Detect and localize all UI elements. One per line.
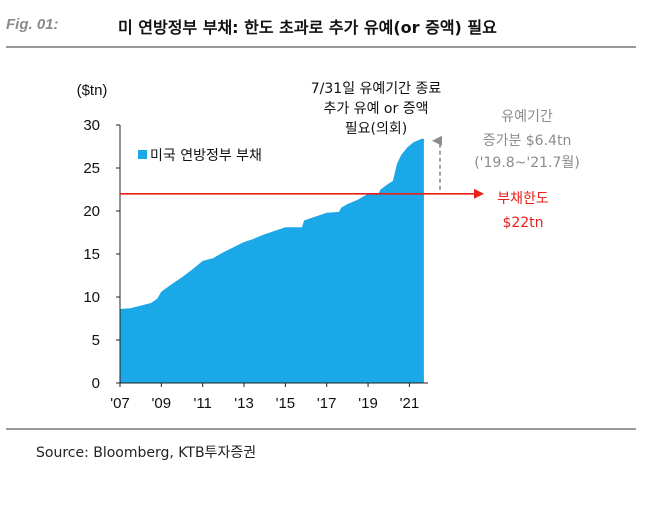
bottom-rule: [6, 428, 636, 430]
x-axis: '07 '09 '11 '13 '15 '17 '19 '21: [110, 382, 428, 412]
x-tick-label: '17: [317, 395, 337, 412]
x-tick-label: '19: [358, 395, 378, 412]
source-note: Source: Bloomberg, KTB투자증권: [36, 445, 257, 461]
y-tick-label: 10: [83, 289, 100, 306]
x-tick-label: '07: [110, 395, 130, 412]
x-tick-label: '09: [152, 395, 172, 412]
annotation-gray-line-3: ('19.8~'21.7월): [474, 155, 580, 171]
annotation-top-line-2: 추가 유예 or 증액: [324, 101, 429, 117]
x-tick-label: '11: [193, 395, 211, 412]
y-axis: 0 5 10 15 20 25 30: [83, 117, 121, 392]
figure-title: 미 연방정부 부채: 한도 초과로 추가 유예(or 증액) 필요: [118, 18, 497, 37]
y-axis-unit-label: ($tn): [77, 82, 108, 99]
debt-area-series: [120, 138, 424, 383]
top-rule: [6, 46, 636, 48]
legend-swatch: [138, 150, 147, 159]
y-tick-label: 25: [83, 160, 100, 177]
y-tick-label: 20: [83, 203, 100, 220]
annotation-top-line-3: 필요(의회): [345, 121, 407, 137]
legend-label: 미국 연방정부 부채: [150, 148, 262, 164]
y-tick-label: 15: [83, 246, 100, 263]
y-tick-label: 30: [83, 117, 100, 134]
annotation-gray-line-1: 유예기간: [501, 109, 553, 125]
debt-limit-label: 부채한도: [497, 191, 549, 207]
x-tick-label: '13: [234, 395, 254, 412]
x-tick-label: '21: [400, 395, 420, 412]
debt-limit-value-label: $22tn: [502, 215, 543, 231]
annotation-top-line-1: 7/31일 유예기간 종료: [311, 81, 442, 97]
y-tick-label: 5: [92, 332, 100, 349]
annotation-gray-line-2: 증가분 $6.4tn: [483, 133, 572, 149]
x-tick-label: '15: [276, 395, 296, 412]
figure-label: Fig. 01:: [6, 16, 59, 33]
y-tick-label: 0: [92, 375, 100, 392]
figure-header: Fig. 01: 미 연방정부 부채: 한도 초과로 추가 유예(or 증액) …: [6, 14, 636, 42]
